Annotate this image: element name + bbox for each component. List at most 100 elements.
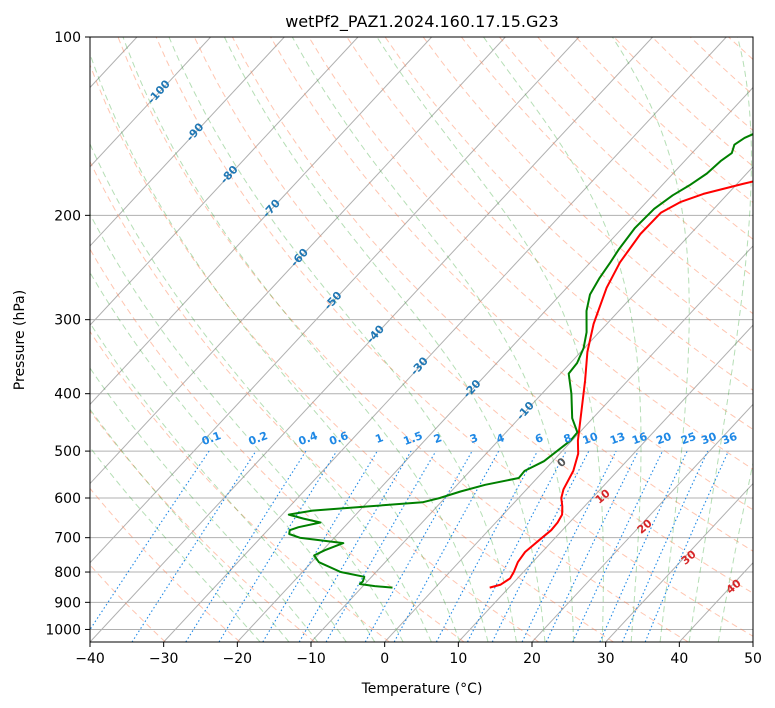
isotherm-line <box>531 403 753 642</box>
temperature-line <box>489 180 753 589</box>
isotherm-line <box>90 37 285 247</box>
x-tick-label: −40 <box>75 651 105 667</box>
mixing-ratio-line <box>491 450 590 642</box>
y-tick-label: 600 <box>54 491 81 507</box>
mixing-ratio-line <box>393 450 500 642</box>
mixing-ratio-label: 2 <box>432 431 444 446</box>
moist-adiabat-line <box>90 322 347 642</box>
isotherm-line <box>90 37 433 406</box>
chart-title: wetPf2_PAZ1.2024.160.17.15.G23 <box>285 12 559 32</box>
x-tick-label: −10 <box>296 651 326 667</box>
moist-adiabat-line <box>483 37 642 642</box>
mixing-ratio-lines <box>90 450 729 642</box>
isotherm-line <box>90 37 580 564</box>
dewpoint-line <box>287 133 753 589</box>
mixing-ratio-line <box>90 450 210 631</box>
mixing-ratio-label: 20 <box>654 430 673 448</box>
mixing-ratio-label: 0.4 <box>297 429 320 448</box>
moist-adiabat-line <box>122 37 489 642</box>
moist-adiabat-line <box>90 367 319 642</box>
mixing-ratio-line <box>435 450 538 642</box>
dry-adiabat-line <box>193 37 753 594</box>
moist-adiabat-line <box>168 37 517 642</box>
y-tick-label: 1000 <box>45 622 81 638</box>
x-tick-label: −30 <box>149 651 179 667</box>
dry-adiabat-line <box>575 37 753 204</box>
mixing-ratio-label: 10 <box>581 430 600 448</box>
dry-adiabat-line <box>767 37 775 642</box>
mixing-ratio-label: 8 <box>562 431 574 446</box>
x-tick-label: 20 <box>523 651 541 667</box>
moist-adiabat-line <box>223 37 546 642</box>
moist-adiabat-line <box>688 37 752 642</box>
y-tick-label: 800 <box>54 565 81 581</box>
dry-adiabat-line <box>90 487 241 642</box>
pressure-grid <box>90 37 753 630</box>
isotherm-line <box>90 37 654 642</box>
y-axis-ticks: 1000 900 800 700 600 500 400 300 200 100 <box>45 30 90 638</box>
moist-adiabat-line <box>90 142 432 642</box>
moist-adiabat-label: 10 <box>593 486 613 506</box>
x-tick-label: 50 <box>744 651 762 667</box>
isotherm-line <box>90 37 359 326</box>
moist-adiabat-line <box>90 271 376 642</box>
dry-adiabat-line <box>422 37 753 353</box>
dry-adiabat-line <box>90 409 316 642</box>
isotherm-line <box>90 37 506 485</box>
moist-adiabat-line <box>90 446 261 642</box>
moist-adiabat-line <box>717 460 753 642</box>
moist-adiabat-line <box>611 37 690 642</box>
plot-frame <box>89 36 754 643</box>
mixing-ratio-label: 0.2 <box>247 429 270 448</box>
isotherm-line <box>236 86 753 642</box>
dry-adiabat-line <box>270 37 753 511</box>
moist-adiabat-line <box>376 37 604 642</box>
dry-adiabat-line <box>346 37 753 431</box>
isotherm-line <box>678 562 753 642</box>
isotherm-line <box>752 641 753 642</box>
dry-adiabat-line <box>231 37 753 552</box>
mixing-ratio-line <box>131 450 257 642</box>
isotherm-line <box>605 482 753 642</box>
isotherm-line <box>310 165 753 642</box>
isotherm-line <box>384 245 753 642</box>
mixing-ratio-line <box>621 450 709 642</box>
mixing-ratio-label: 4 <box>495 431 507 446</box>
mixing-ratio-label: 1 <box>374 431 386 446</box>
mixing-ratio-label: 16 <box>630 430 649 448</box>
mixing-ratio-line <box>364 450 473 642</box>
dry-adiabat-line <box>613 37 753 167</box>
mixing-ratio-line <box>298 450 412 642</box>
moist-adiabat-line <box>90 52 461 642</box>
moist-adiabat-line <box>90 408 290 642</box>
isotherm-line <box>90 37 212 168</box>
dry-adiabat-line <box>384 37 753 391</box>
x-tick-label: 10 <box>449 651 467 667</box>
moist-adiabat-line <box>90 213 404 642</box>
y-tick-label: 900 <box>54 595 81 611</box>
mixing-ratio-label: 6 <box>533 431 545 446</box>
x-axis-label: Temperature (°C) <box>361 681 483 697</box>
moist-adiabat-label: 40 <box>724 576 744 596</box>
mixing-ratio-label: 3 <box>468 431 480 446</box>
plot-area: -100-90-80-70-60-50-40-30-20-10010203040… <box>0 37 775 642</box>
mixing-ratio-line <box>218 450 338 642</box>
mixing-ratio-label: 0.1 <box>200 429 223 448</box>
moist-adiabat-line <box>291 37 575 642</box>
mixing-ratio-line <box>521 450 617 642</box>
moist-adiabat-label: 30 <box>679 547 699 567</box>
dry-adiabat-line <box>308 37 753 470</box>
mixing-ratio-line <box>644 450 729 642</box>
dry-adiabats <box>90 37 775 642</box>
y-tick-label: 500 <box>54 444 81 460</box>
isopleth-labels: -100-90-80-70-60-50-40-30-20-10010203040… <box>145 77 744 596</box>
x-tick-label: 30 <box>597 651 615 667</box>
mixing-ratio-label: 36 <box>720 430 739 448</box>
moist-adiabats <box>90 37 753 642</box>
dry-adiabat-line <box>90 248 465 642</box>
isotherm-line <box>0 37 63 642</box>
mixing-ratio-label: 0.6 <box>327 429 350 448</box>
dry-adiabat-line <box>90 160 540 642</box>
x-tick-label: 0 <box>380 651 389 667</box>
